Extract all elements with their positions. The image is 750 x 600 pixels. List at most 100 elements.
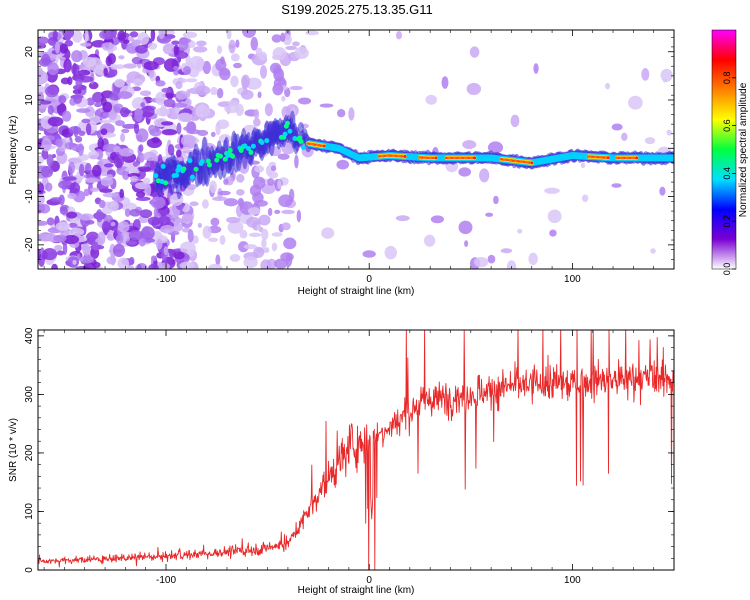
noise-blob (281, 209, 295, 215)
noise-blob (173, 65, 179, 71)
noise-blob (267, 207, 273, 217)
noise-blob (425, 94, 437, 105)
noise-blob (136, 134, 143, 142)
noise-blob (641, 68, 650, 81)
noise-blob (129, 256, 135, 266)
noise-blob (137, 152, 145, 163)
colorbar-label: Normalized spectral amplitude (738, 82, 749, 217)
noise-blob (91, 241, 99, 251)
ridge-core (206, 162, 212, 168)
noise-blob (174, 217, 182, 223)
noise-blob (64, 142, 74, 150)
ridge-core (153, 173, 159, 179)
noise-blob (549, 229, 557, 237)
noise-blob (466, 82, 482, 96)
noise-blob (126, 240, 138, 246)
noise-blob (321, 227, 335, 239)
noise-blob (86, 97, 95, 106)
noise-blob (242, 30, 257, 38)
noise-blob (100, 176, 114, 187)
noise-blob (67, 192, 77, 200)
noise-blob (196, 40, 207, 47)
noise-blob (157, 215, 171, 226)
y-tick-label: 0 (24, 567, 35, 573)
noise-blob (147, 216, 160, 226)
noise-blob (424, 234, 436, 247)
noise-blob (101, 205, 113, 215)
noise-blob (267, 178, 275, 186)
x-tick-label: 0 (366, 274, 372, 285)
noise-blob (175, 90, 188, 100)
noise-blob (60, 77, 70, 85)
noise-blob (114, 78, 125, 88)
ridge-core (181, 166, 187, 172)
noise-blob (159, 104, 167, 117)
noise-blob (112, 86, 120, 101)
noise-blob (55, 221, 71, 231)
noise-blob (250, 36, 259, 51)
noise-blob (72, 84, 87, 91)
noise-blob (547, 209, 562, 224)
noise-blob (173, 44, 179, 56)
ridge-core (259, 140, 265, 146)
noise-blob (175, 81, 183, 90)
noise-blob (38, 233, 51, 242)
noise-blob (169, 193, 184, 206)
noise-blob (224, 104, 240, 114)
noise-blob (176, 149, 182, 158)
noise-blob (135, 44, 148, 54)
noise-blob (261, 238, 267, 249)
noise-blob (80, 42, 92, 47)
noise-blob (236, 189, 245, 196)
noise-blob (185, 78, 198, 83)
noise-blob (38, 70, 49, 85)
noise-blob (85, 162, 92, 173)
noise-blob (47, 62, 59, 76)
noise-blob (177, 112, 193, 123)
noise-blob (298, 97, 312, 105)
noise-blob (186, 128, 201, 135)
noise-blob (229, 254, 241, 262)
noise-blob (120, 133, 126, 143)
noise-blob (281, 222, 291, 231)
noise-blob (243, 244, 257, 250)
noise-blob (53, 234, 67, 243)
ridge-core (238, 148, 244, 154)
colorbar-tick-label: 0.0 (722, 263, 732, 276)
noise-blob (650, 248, 656, 254)
noise-blob (137, 166, 152, 172)
noise-blob (118, 147, 134, 157)
noise-blob (87, 150, 99, 160)
noise-blob (140, 102, 146, 108)
noise-blob (208, 237, 219, 242)
noise-blob (45, 182, 53, 192)
ridge-mid (671, 154, 674, 162)
noise-blob (75, 78, 83, 88)
noise-blob (140, 90, 152, 97)
noise-blob (528, 252, 538, 266)
noise-blob (148, 67, 155, 79)
noise-blob (441, 76, 449, 89)
ridge-core (285, 120, 291, 126)
noise-blob (283, 237, 297, 250)
noise-blob (103, 163, 114, 168)
noise-blob (72, 259, 77, 265)
colorbar-ticks: 0.0 0.2 0.4 0.6 0.8 (722, 72, 736, 276)
noise-blob (132, 161, 139, 167)
noise-blob (101, 220, 111, 234)
noise-blob (216, 119, 230, 130)
noise-blob (100, 96, 107, 107)
noise-blob (97, 137, 104, 150)
noise-blob (54, 244, 63, 251)
noise-blob (124, 167, 139, 173)
noise-blob (161, 87, 172, 93)
noise-blob (110, 221, 116, 227)
noise-blob (82, 243, 91, 256)
noise-blob (171, 40, 180, 45)
noise-blob (259, 65, 268, 79)
noise-blob (136, 263, 142, 269)
noise-blob (85, 177, 99, 183)
noise-blob (158, 262, 171, 269)
noise-blob (148, 124, 156, 135)
